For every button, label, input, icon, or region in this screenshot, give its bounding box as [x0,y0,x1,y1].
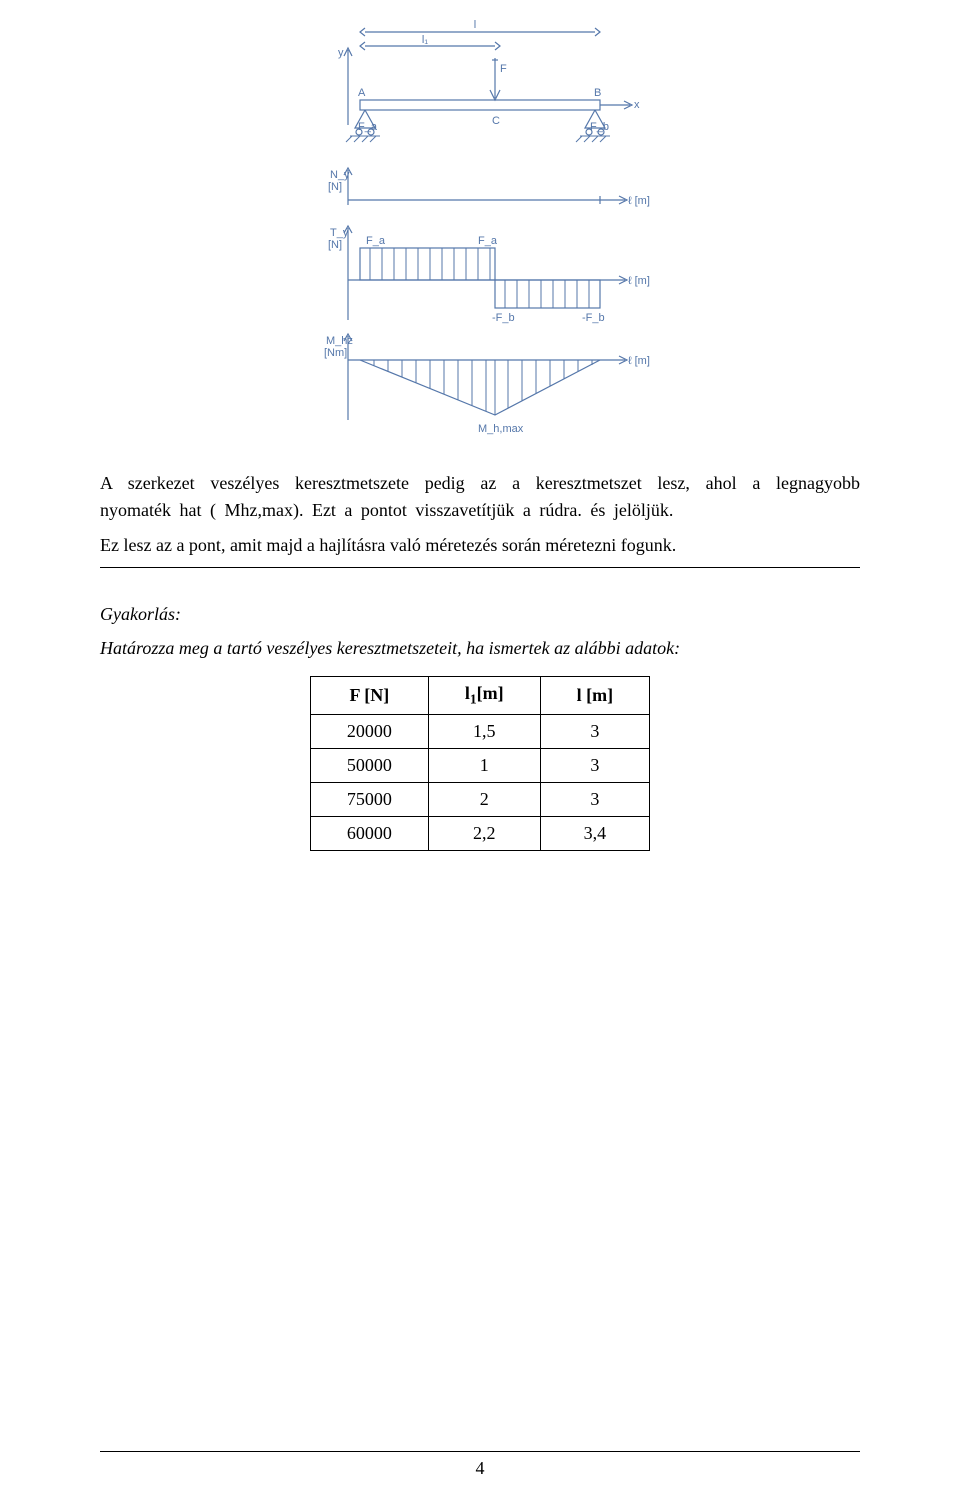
label-l1: l₁ [422,34,428,46]
label-Mhmax: M_h,max [478,423,524,435]
label-A: A [358,87,366,99]
svg-text:y: y [338,47,344,59]
label-axis3: ℓ [m] [628,355,650,367]
label-x: x [634,99,640,111]
col-F: F [N] [310,677,428,715]
label-Fa2: F_a [478,235,498,247]
table-row: 60000 2,2 3,4 [310,816,649,850]
col-l1: l1[m] [428,677,540,715]
label-l: l [474,20,476,31]
label-Fb-small: F_b [590,121,609,133]
svg-text:[N]: [N] [328,239,342,251]
label-bracket-N: [N] [328,181,342,193]
label-Fa-small: F_a [358,121,378,133]
label-Fa: F_a [366,235,386,247]
paragraph-1: A szerkezet veszélyes keresztmetszete pe… [100,470,860,524]
table-row: 75000 2 3 [310,782,649,816]
label-C: C [492,115,500,127]
practice-text: Határozza meg a tartó veszélyes keresztm… [100,635,860,662]
label-minus-Fb2: -F_b [582,312,605,324]
practice-heading: Gyakorlás: [100,604,860,625]
label-Mhz: M_hz [326,335,353,347]
beam-diagram: l l₁ y F A C B x [300,20,660,440]
paragraph-2: Ez lesz az a pont, amit majd a hajlításr… [100,532,860,559]
label-axis1: ℓ [m] [628,195,650,207]
col-l: l [m] [540,677,649,715]
label-minus-Fb: -F_b [492,312,515,324]
section-divider [100,567,860,568]
beam-diagram-container: l l₁ y F A C B x [100,20,860,440]
label-B: B [594,87,601,99]
table-row: 20000 1,5 3 [310,714,649,748]
label-bracket-Nm: [Nm] [324,347,347,359]
page-number: 4 [100,1458,860,1479]
table-row: 50000 1 3 [310,748,649,782]
data-table: F [N] l1[m] l [m] 20000 1,5 3 50000 1 3 … [310,676,650,851]
label-F: F [500,63,507,75]
page-footer: 4 [100,1451,860,1479]
label-axis2: ℓ [m] [628,275,650,287]
table-header-row: F [N] l1[m] l [m] [310,677,649,715]
